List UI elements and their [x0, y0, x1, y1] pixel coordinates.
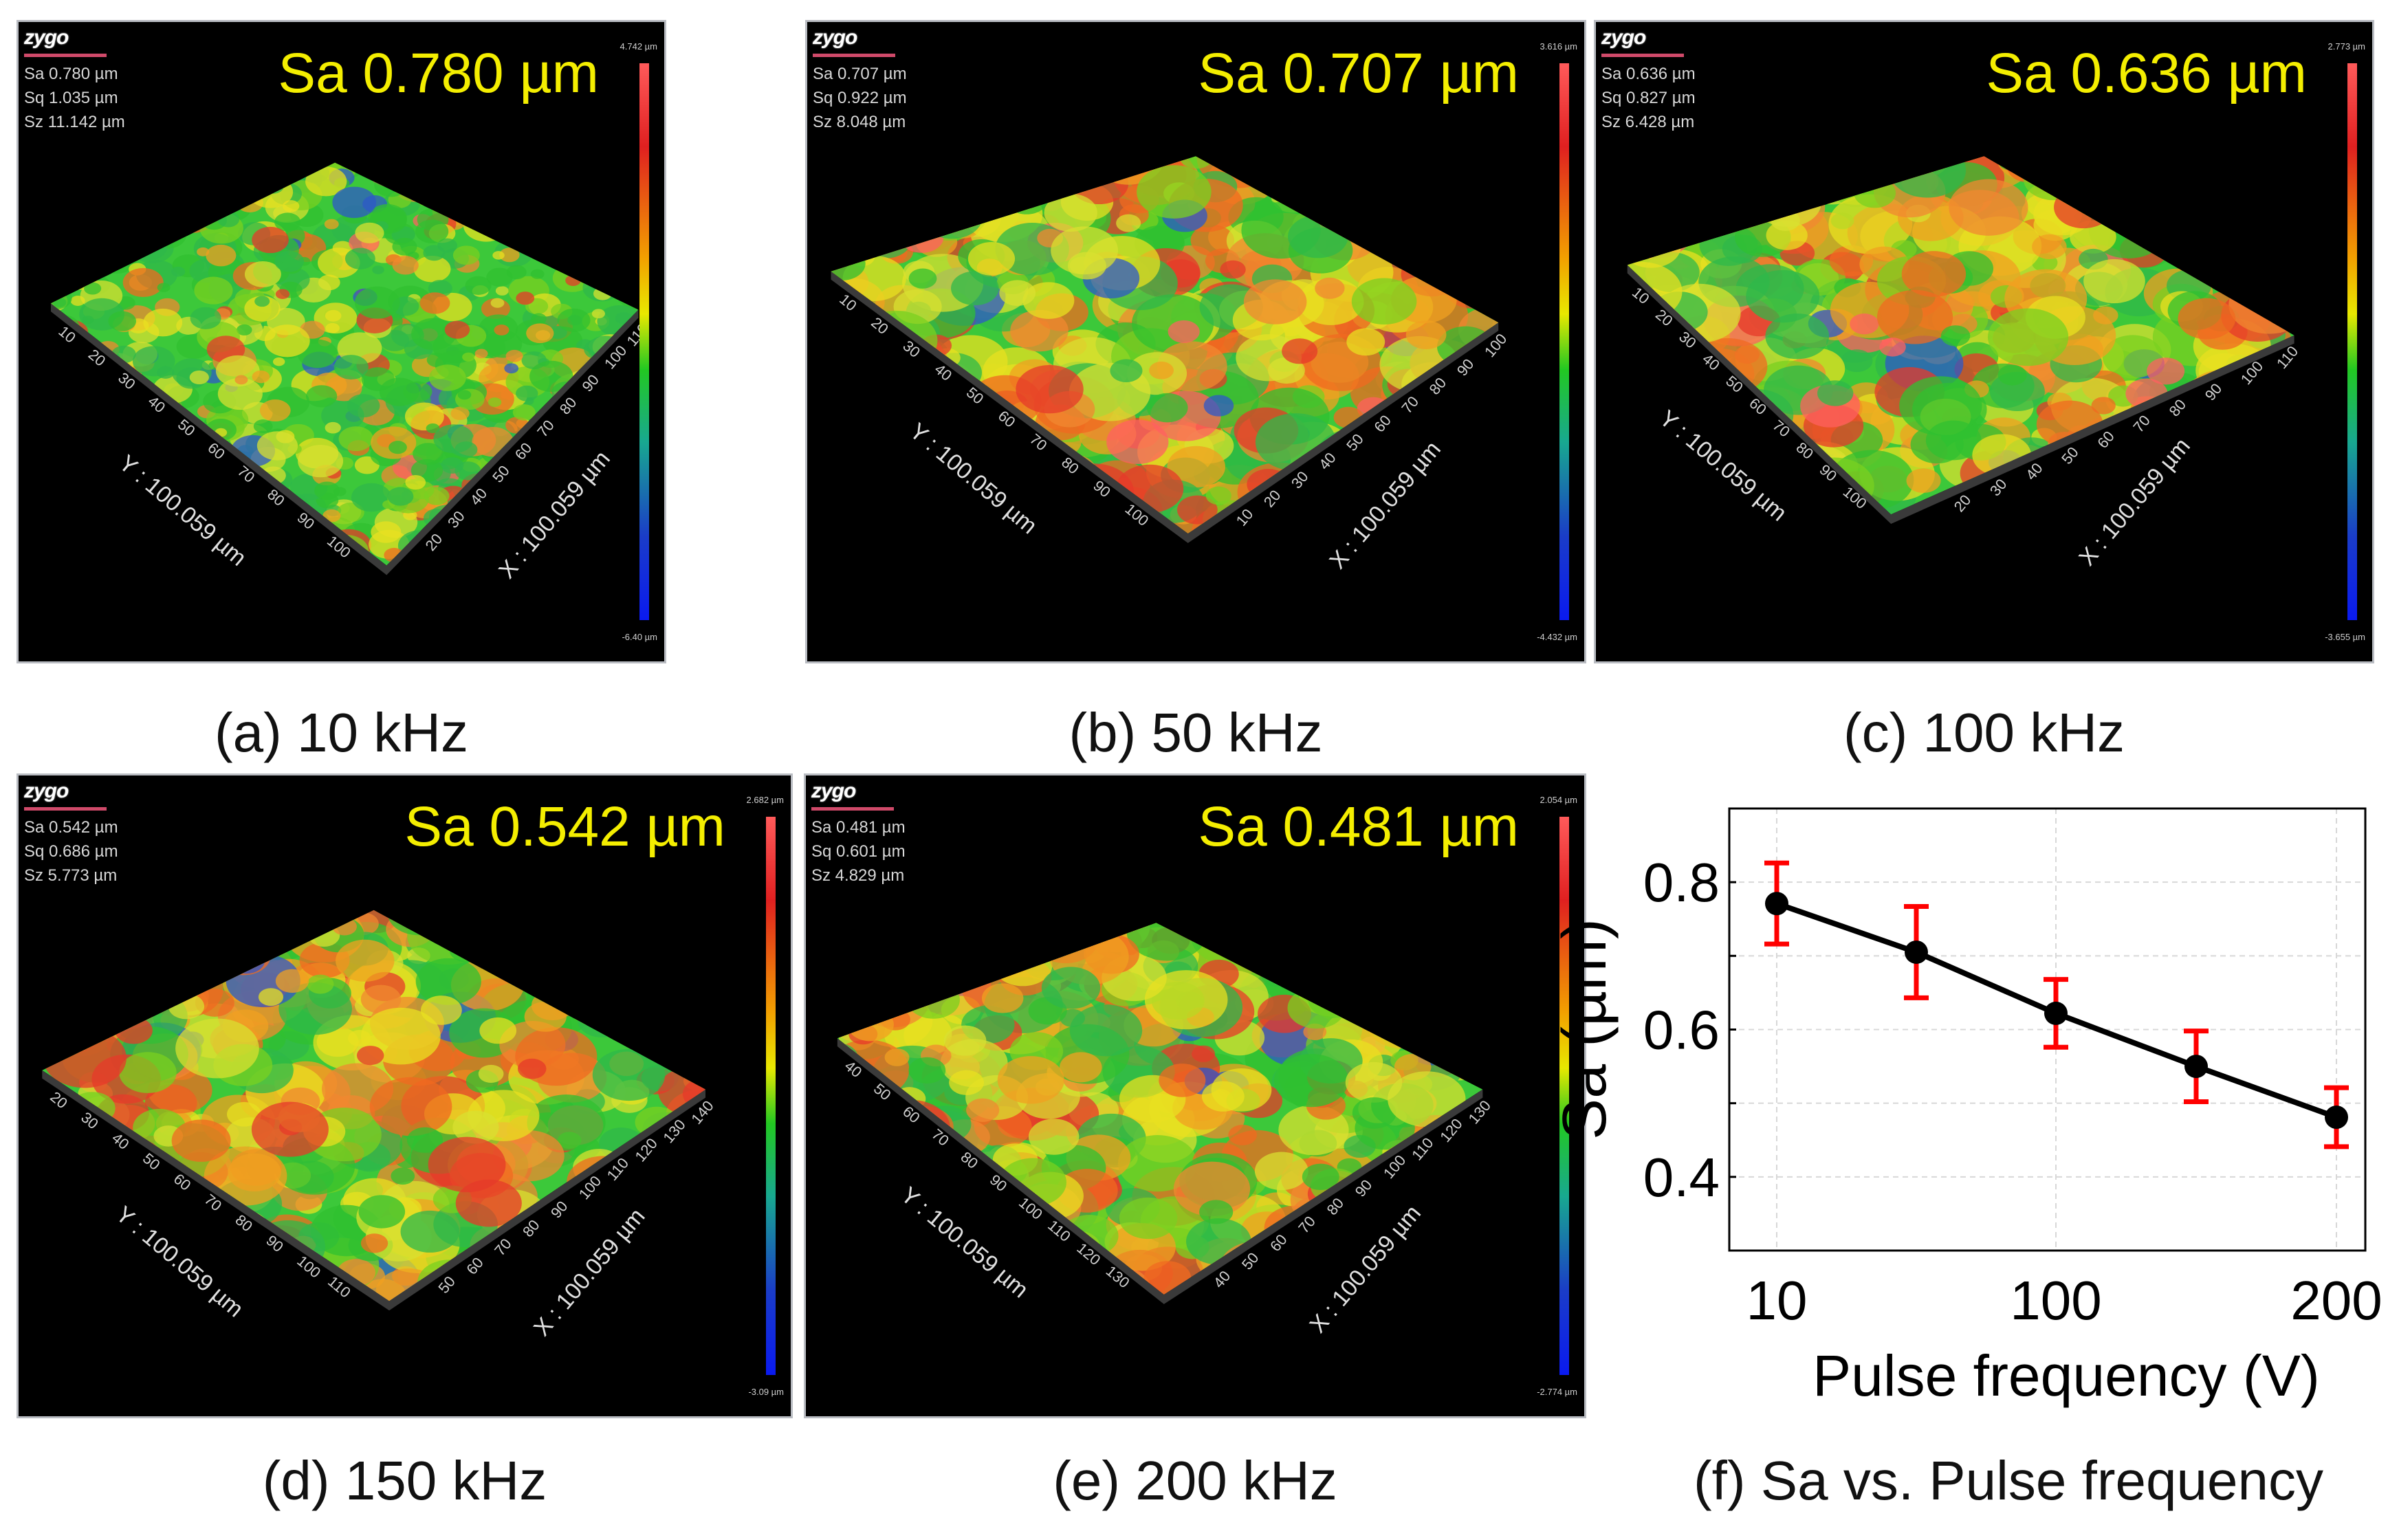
height-colorbar: [1559, 63, 1569, 620]
data-point: [2325, 1106, 2348, 1130]
y-tick-label: 0.4: [1643, 1147, 1720, 1208]
sa-value-label: Sa 0.542 µm: [404, 795, 725, 858]
colorbar-max: 3.616 µm: [1540, 41, 1577, 52]
panel-caption: (d) 150 kHz: [262, 1450, 547, 1511]
y-tick-label: 0.6: [1643, 1000, 1720, 1061]
panel-caption: (a) 10 kHz: [215, 702, 468, 763]
data-point: [2044, 1001, 2068, 1025]
stat-line: Sa 0.542 µm: [24, 818, 118, 837]
roughness-stats: Sa 0.780 µm Sq 1.035 µm Sz 11.142 µm: [24, 62, 125, 134]
colorbar-max: 2.054 µm: [1540, 795, 1577, 805]
zygo-logo: zygo: [1601, 26, 1684, 57]
height-colorbar: [639, 63, 649, 620]
sa-value-label: Sa 0.707 µm: [1198, 42, 1519, 104]
colorbar-max: 2.682 µm: [746, 795, 784, 805]
colorbar-min: -3.09 µm: [748, 1387, 784, 1397]
stat-line: Sz 6.428 µm: [1601, 113, 1695, 131]
surface-panel-b: 10 20 30 40 50 60 70 80 90 100 10 20 30 40 50 60 70 80 90 1…: [805, 20, 1586, 663]
sa-value-label: Sa 0.481 µm: [1198, 795, 1519, 858]
data-point: [2184, 1055, 2208, 1079]
stat-line: Sa 0.636 µm: [1601, 65, 1696, 83]
stat-line: Sz 5.773 µm: [24, 866, 118, 885]
surface-panel-d: 20 30 40 50 60 70 80 90 100 110 50 60 70 80 90 100 110 12…: [17, 773, 793, 1418]
stat-line: Sq 0.686 µm: [24, 842, 118, 861]
roughness-stats: Sa 0.707 µm Sq 0.922 µm Sz 8.048 µm: [813, 62, 907, 134]
colorbar-min: -2.774 µm: [1537, 1387, 1577, 1397]
stat-line: Sq 0.922 µm: [813, 89, 907, 107]
height-colorbar: [2347, 63, 2357, 620]
stat-line: Sq 1.035 µm: [24, 89, 118, 107]
stat-line: Sz 11.142 µm: [24, 113, 125, 131]
x-tick-label: 100: [2010, 1270, 2101, 1331]
zygo-logo: zygo: [813, 26, 895, 57]
roughness-stats: Sa 0.636 µm Sq 0.827 µm Sz 6.428 µm: [1601, 62, 1696, 134]
zygo-logo: zygo: [24, 26, 107, 57]
panel-caption: (e) 200 kHz: [1053, 1450, 1337, 1511]
x-tick-label: 10: [1746, 1270, 1808, 1331]
y-axis-label: Sa (µm): [1551, 918, 1619, 1140]
surface-panel-a: 10 20 30 40 50 60 70 80 90 100 20 30 40 50 60 70 80 90 100…: [17, 20, 666, 663]
panel-caption: (c) 100 kHz: [1843, 702, 2125, 763]
colorbar-max: 4.742 µm: [620, 41, 657, 52]
panel-caption: (b) 50 kHz: [1069, 702, 1323, 763]
data-point: [1905, 940, 1928, 964]
sa-value-label: Sa 0.636 µm: [1986, 42, 2307, 104]
stat-line: Sz 4.829 µm: [811, 866, 905, 885]
x-axis-label: Pulse frequency (V): [1812, 1343, 2320, 1408]
stat-line: Sz 8.048 µm: [813, 113, 906, 131]
surface-panel-e: 40 50 60 70 80 90 100 110 120 130 40 50 60 70 80 90 100 1…: [804, 773, 1586, 1418]
zygo-logo: zygo: [24, 780, 107, 811]
stat-line: Sq 0.827 µm: [1601, 89, 1696, 107]
colorbar-min: -6.40 µm: [622, 632, 657, 642]
y-tick-label: 0.8: [1643, 852, 1720, 913]
colorbar-max: 2.773 µm: [2327, 41, 2365, 52]
colorbar-min: -4.432 µm: [1537, 632, 1577, 642]
colorbar-min: -3.655 µm: [2325, 632, 2365, 642]
surface-panel-c: 10 20 30 40 50 60 70 80 90 100 20 30 40 50 60 70 80 90 100…: [1594, 20, 2374, 663]
stat-line: Sa 0.780 µm: [24, 65, 118, 83]
zygo-logo: zygo: [811, 780, 894, 811]
stat-line: Sq 0.601 µm: [811, 842, 906, 861]
chart-caption: (f) Sa vs. Pulse frequency: [1694, 1450, 2323, 1511]
x-tick-label: 200: [2290, 1270, 2382, 1331]
roughness-stats: Sa 0.542 µm Sq 0.686 µm Sz 5.773 µm: [24, 815, 118, 888]
height-colorbar: [1559, 817, 1569, 1375]
stat-line: Sa 0.481 µm: [811, 818, 906, 837]
roughness-stats: Sa 0.481 µm Sq 0.601 µm Sz 4.829 µm: [811, 815, 906, 888]
surface-base: [1627, 265, 2294, 525]
height-colorbar: [766, 817, 776, 1375]
data-point: [1765, 892, 1788, 916]
sa-value-label: Sa 0.780 µm: [278, 42, 599, 104]
stat-line: Sa 0.707 µm: [813, 65, 907, 83]
